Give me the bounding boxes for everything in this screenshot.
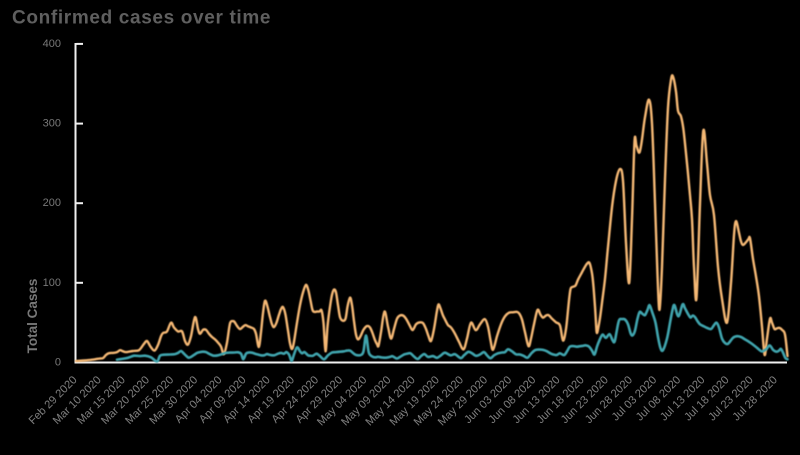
svg-text:Confirmed cases over time: Confirmed cases over time xyxy=(12,8,271,29)
svg-text:100: 100 xyxy=(43,277,61,289)
svg-text:0: 0 xyxy=(55,357,61,369)
svg-text:300: 300 xyxy=(43,118,61,130)
svg-text:Total Cases: Total Cases xyxy=(25,279,40,354)
svg-text:400: 400 xyxy=(43,38,61,50)
svg-text:200: 200 xyxy=(43,197,61,209)
